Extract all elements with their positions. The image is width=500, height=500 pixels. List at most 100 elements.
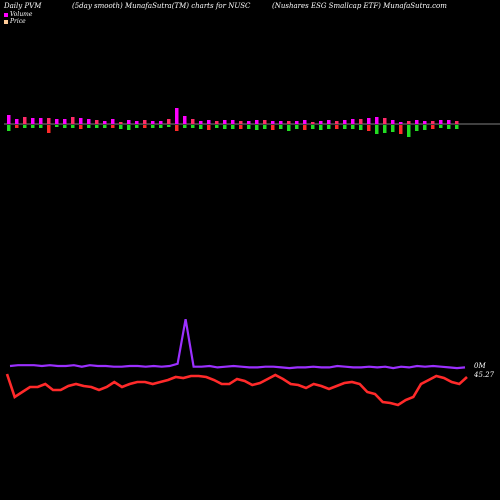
volume-bar-up <box>287 121 291 124</box>
volume-bar-up <box>175 108 179 124</box>
volume-bar-up <box>319 121 323 124</box>
volume-bar-down <box>167 125 171 127</box>
volume-bar-down <box>119 125 123 129</box>
price-end-label: 45.27 <box>473 371 495 379</box>
volume-bar-up <box>95 120 99 124</box>
volume-bar-up <box>423 121 427 124</box>
volume-bar-up <box>143 120 147 124</box>
volume-bar-down <box>431 125 435 129</box>
volume-bar-up <box>223 120 227 124</box>
volume-bar-down <box>407 125 411 137</box>
volume-bar-up <box>159 121 163 124</box>
volume-bar-up <box>167 119 171 124</box>
volume-bar-up <box>31 118 35 124</box>
volume-bar-up <box>311 122 315 124</box>
volume-bar-down <box>415 125 419 131</box>
volume-bar-down <box>303 125 307 130</box>
volume-bar-up <box>207 120 211 124</box>
volume-bar-down <box>183 125 187 128</box>
volume-bar-down <box>239 125 243 129</box>
volume-bar-down <box>311 125 315 129</box>
volume-bar-down <box>47 125 51 133</box>
volume-bar-up <box>295 121 299 124</box>
volume-bar-down <box>255 125 259 130</box>
volume-bar-down <box>455 125 459 129</box>
volume-bar-down <box>447 125 451 129</box>
volume-bar-up <box>447 120 451 124</box>
volume-bar-down <box>271 125 275 130</box>
volume-bar-down <box>391 125 395 132</box>
volume-bar-up <box>39 118 43 124</box>
volume-bar-down <box>7 125 11 131</box>
volume-bar-up <box>127 120 131 124</box>
volume-bar-down <box>79 125 83 129</box>
volume-bar-up <box>351 119 355 124</box>
volume-bar-up <box>415 120 419 124</box>
volume-bar-up <box>399 122 403 124</box>
legend-volume-swatch <box>4 12 8 17</box>
legend-price: Price <box>4 18 26 25</box>
volume-bar-down <box>223 125 227 129</box>
volume-bar-down <box>375 125 379 134</box>
volume-bar-up <box>391 120 395 124</box>
volume-bar-down <box>71 125 75 128</box>
volume-bar-up <box>375 117 379 124</box>
volume-bar-up <box>71 117 75 124</box>
volume-bar-down <box>439 125 443 128</box>
legend-price-swatch <box>4 19 8 24</box>
volume-bar-up <box>239 121 243 124</box>
volume-bar-up <box>359 119 363 124</box>
volume-bar-down <box>159 125 163 128</box>
volume-bar-down <box>143 125 147 128</box>
volume-bar-down <box>207 125 211 130</box>
volume-bar-down <box>295 125 299 129</box>
volume-bar-up <box>79 118 83 124</box>
volume-bar-down <box>319 125 323 130</box>
volume-end-label: 0M <box>474 362 486 370</box>
volume-bar-up <box>135 121 139 124</box>
chart-title-middle: (5day smooth) MunafaSutra(TM) charts for… <box>72 2 251 10</box>
chart-title-right: (Nushares ESG Smallcap ETF) MunafaSutra.… <box>272 2 447 10</box>
volume-bar-down <box>191 125 195 128</box>
volume-bar-down <box>399 125 403 134</box>
volume-bar-down <box>31 125 35 128</box>
volume-bar-down <box>423 125 427 130</box>
volume-bar-up <box>7 115 11 124</box>
volume-bar-down <box>279 125 283 129</box>
volume-bar-up <box>63 119 67 124</box>
volume-bar-down <box>151 125 155 128</box>
volume-bar-up <box>279 121 283 124</box>
volume-bar-up <box>303 120 307 124</box>
volume-bar-down <box>343 125 347 129</box>
price-line <box>5 373 468 407</box>
volume-bar-down <box>111 125 115 128</box>
legend-price-label: Price <box>10 18 26 25</box>
volume-bar-down <box>55 125 59 127</box>
volume-bar-down <box>135 125 139 128</box>
volume-bar-up <box>383 118 387 124</box>
volume-bar-down <box>247 125 251 129</box>
volume-bar-down <box>263 125 267 129</box>
volume-line <box>9 319 466 370</box>
volume-bar-up <box>231 120 235 124</box>
volume-bar-down <box>63 125 67 128</box>
volume-bar-down <box>359 125 363 130</box>
volume-bar-up <box>15 119 19 124</box>
volume-bar-up <box>335 121 339 124</box>
volume-bar-up <box>327 120 331 124</box>
volume-bar-down <box>335 125 339 129</box>
volume-bar-up <box>103 121 107 124</box>
volume-bar-down <box>87 125 91 128</box>
volume-bar-down <box>127 125 131 130</box>
volume-bar-down <box>215 125 219 128</box>
volume-bar-up <box>87 119 91 124</box>
volume-bar-up <box>119 122 123 124</box>
volume-bar-up <box>199 121 203 124</box>
volume-down-bars <box>7 125 459 137</box>
volume-bar-up <box>263 120 267 124</box>
volume-bar-down <box>287 125 291 131</box>
volume-bar-up <box>215 121 219 124</box>
volume-bar-up <box>47 118 51 124</box>
